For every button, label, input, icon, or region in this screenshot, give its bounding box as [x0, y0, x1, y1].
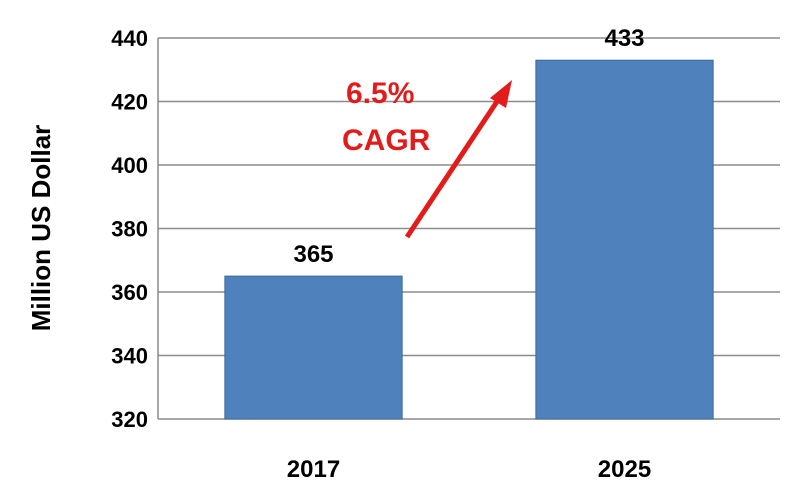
y-tick-label-320: 320: [111, 407, 148, 432]
x-tick-label-2025: 2025: [598, 456, 651, 483]
data-label-2025: 433: [604, 25, 644, 52]
y-tick-label-380: 380: [111, 217, 148, 242]
data-label-2017: 365: [293, 241, 333, 268]
cagr-value: 6.5%: [346, 77, 414, 110]
cagr-label: CAGR: [342, 124, 431, 157]
y-tick-label-360: 360: [111, 280, 148, 305]
y-axis-ticks: 320 340 360 380 400 420 440: [111, 26, 148, 432]
y-tick-label-440: 440: [111, 26, 148, 51]
y-axis-title: Million US Dollar: [26, 125, 56, 332]
bar-2025: [535, 59, 714, 420]
bar-2017: [224, 275, 403, 420]
y-tick-label-420: 420: [111, 90, 148, 115]
data-labels: 365 433: [293, 25, 644, 268]
y-tick-label-400: 400: [111, 153, 148, 178]
cagr-arrow-head: [490, 80, 512, 108]
cagr-annotation: 6.5% CAGR: [342, 77, 512, 239]
cagr-arrow: [404, 95, 503, 239]
y-tick-label-340: 340: [111, 344, 148, 369]
x-axis-labels: 2017 2025: [287, 456, 651, 483]
bars: [224, 59, 714, 420]
x-tick-label-2017: 2017: [287, 456, 340, 483]
